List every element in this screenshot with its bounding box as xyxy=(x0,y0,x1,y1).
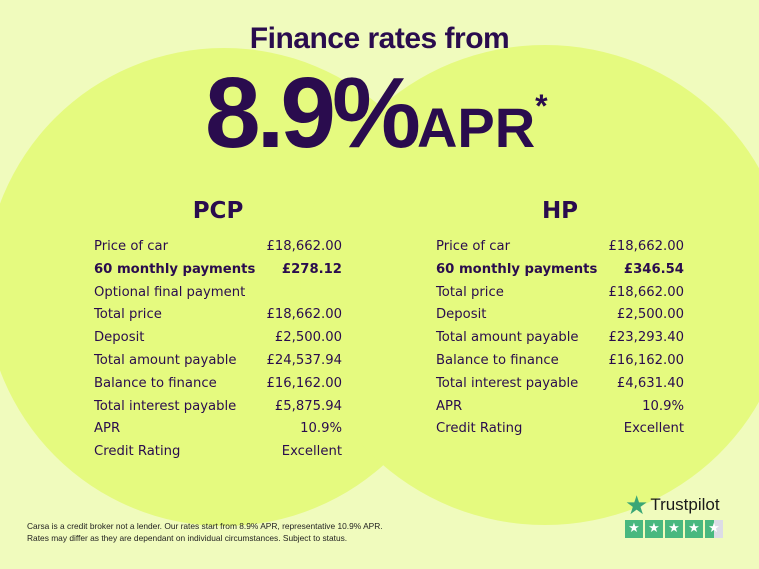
table-row: Balance to finance £16,162.00 xyxy=(436,350,684,373)
table-row: Total amount payable £24,537.94 xyxy=(94,350,342,373)
disclaimer-line-1: Carsa is a credit broker not a lender. O… xyxy=(27,521,383,531)
table-row: Optional final payment xyxy=(94,282,342,305)
row-value: 10.9% xyxy=(642,398,684,414)
table-row: Deposit £2,500.00 xyxy=(94,327,342,350)
row-value: £18,662.00 xyxy=(608,239,684,254)
star-icon: ★ xyxy=(625,490,649,520)
row-value: £5,875.94 xyxy=(274,398,342,414)
row-label: Optional final payment xyxy=(94,284,246,300)
row-value: £18,662.00 xyxy=(266,307,342,323)
trustpilot-label: Trustpilot xyxy=(650,495,720,514)
row-value: £2,500.00 xyxy=(274,330,342,346)
row-label: APR xyxy=(436,398,463,414)
row-label: Total price xyxy=(94,307,162,323)
asterisk: * xyxy=(535,88,548,124)
row-value: £278.12 xyxy=(281,261,342,277)
row-value: £24,537.94 xyxy=(266,352,342,368)
rating-star-icon: ★ xyxy=(625,520,643,538)
row-value: £16,162.00 xyxy=(266,375,342,391)
row-label: Total amount payable xyxy=(94,352,237,368)
row-label: Total amount payable xyxy=(436,330,579,346)
table-row: Total interest payable £4,631.40 xyxy=(436,373,684,396)
table-row: Total amount payable £23,293.40 xyxy=(436,327,684,350)
table-row: Balance to finance £16,162.00 xyxy=(94,373,342,396)
row-label: Total price xyxy=(436,284,504,300)
table-row: 60 monthly payments £346.54 xyxy=(436,259,684,282)
row-label: 60 monthly payments xyxy=(94,261,256,277)
table-row: Total price £18,662.00 xyxy=(436,282,684,305)
table-row: Total interest payable £5,875.94 xyxy=(94,396,342,419)
table-row: Credit Rating Excellent xyxy=(94,441,342,464)
rate-value: 8.9% xyxy=(205,57,421,169)
table-row: Price of car £18,662.00 xyxy=(94,236,342,259)
disclaimer-line-2: Rates may differ as they are dependant o… xyxy=(27,533,348,543)
row-label: Total interest payable xyxy=(94,398,237,414)
row-value: 10.9% xyxy=(300,421,342,437)
row-value: £18,662.00 xyxy=(608,284,684,300)
rating-star-icon: ★ xyxy=(685,520,703,538)
hp-table: HP Price of car £18,662.00 60 monthly paym… xyxy=(436,198,684,441)
rating-star-icon: ★ xyxy=(665,520,683,538)
rating-star-icon: ★ xyxy=(645,520,663,538)
headline: Finance rates from xyxy=(249,22,510,55)
row-value: £18,662.00 xyxy=(266,239,342,254)
table-row: 60 monthly payments £278.12 xyxy=(94,259,342,282)
row-value: £16,162.00 xyxy=(608,352,684,368)
pcp-table: PCP Price of car £18,662.00 60 monthly pay… xyxy=(94,198,342,464)
row-label: Credit Rating xyxy=(436,421,523,437)
table-row: Total price £18,662.00 xyxy=(94,304,342,327)
row-label: Total interest payable xyxy=(436,375,579,391)
trustpilot-badge: ★ Trustpilot ★ ★ ★ ★ ★ xyxy=(625,490,723,538)
row-label: Price of car xyxy=(436,239,511,254)
row-label: Deposit xyxy=(94,330,145,346)
table-row: APR 10.9% xyxy=(436,396,684,419)
table-row: Price of car £18,662.00 xyxy=(436,236,684,259)
row-label: 60 monthly payments xyxy=(436,261,598,277)
row-label: Credit Rating xyxy=(94,444,181,460)
table-row: Credit Rating Excellent xyxy=(436,418,684,441)
row-value: £4,631.40 xyxy=(616,375,684,391)
background-circle-right xyxy=(300,45,759,525)
rating-star-icon: ★ xyxy=(705,520,723,538)
table-row: APR 10.9% xyxy=(94,418,342,441)
row-label: APR xyxy=(94,421,121,437)
pcp-title: PCP xyxy=(192,198,244,224)
table-row: Deposit £2,500.00 xyxy=(436,304,684,327)
row-value: £346.54 xyxy=(623,261,684,277)
row-value: Excellent xyxy=(623,421,684,437)
disclaimer: Carsa is a credit broker not a lender. O… xyxy=(27,520,383,544)
row-value: Excellent xyxy=(281,444,342,460)
row-label: Balance to finance xyxy=(436,352,559,368)
row-label: Balance to finance xyxy=(94,375,217,391)
row-label: Deposit xyxy=(436,307,487,323)
trustpilot-rating: ★ ★ ★ ★ ★ xyxy=(625,520,723,538)
row-value: £23,293.40 xyxy=(608,330,684,346)
row-label: Price of car xyxy=(94,239,169,254)
row-value: £2,500.00 xyxy=(616,307,684,323)
headline-rate: 8.9%APR* xyxy=(205,58,548,168)
rate-suffix: APR xyxy=(416,96,536,159)
hp-title: HP xyxy=(541,198,579,224)
